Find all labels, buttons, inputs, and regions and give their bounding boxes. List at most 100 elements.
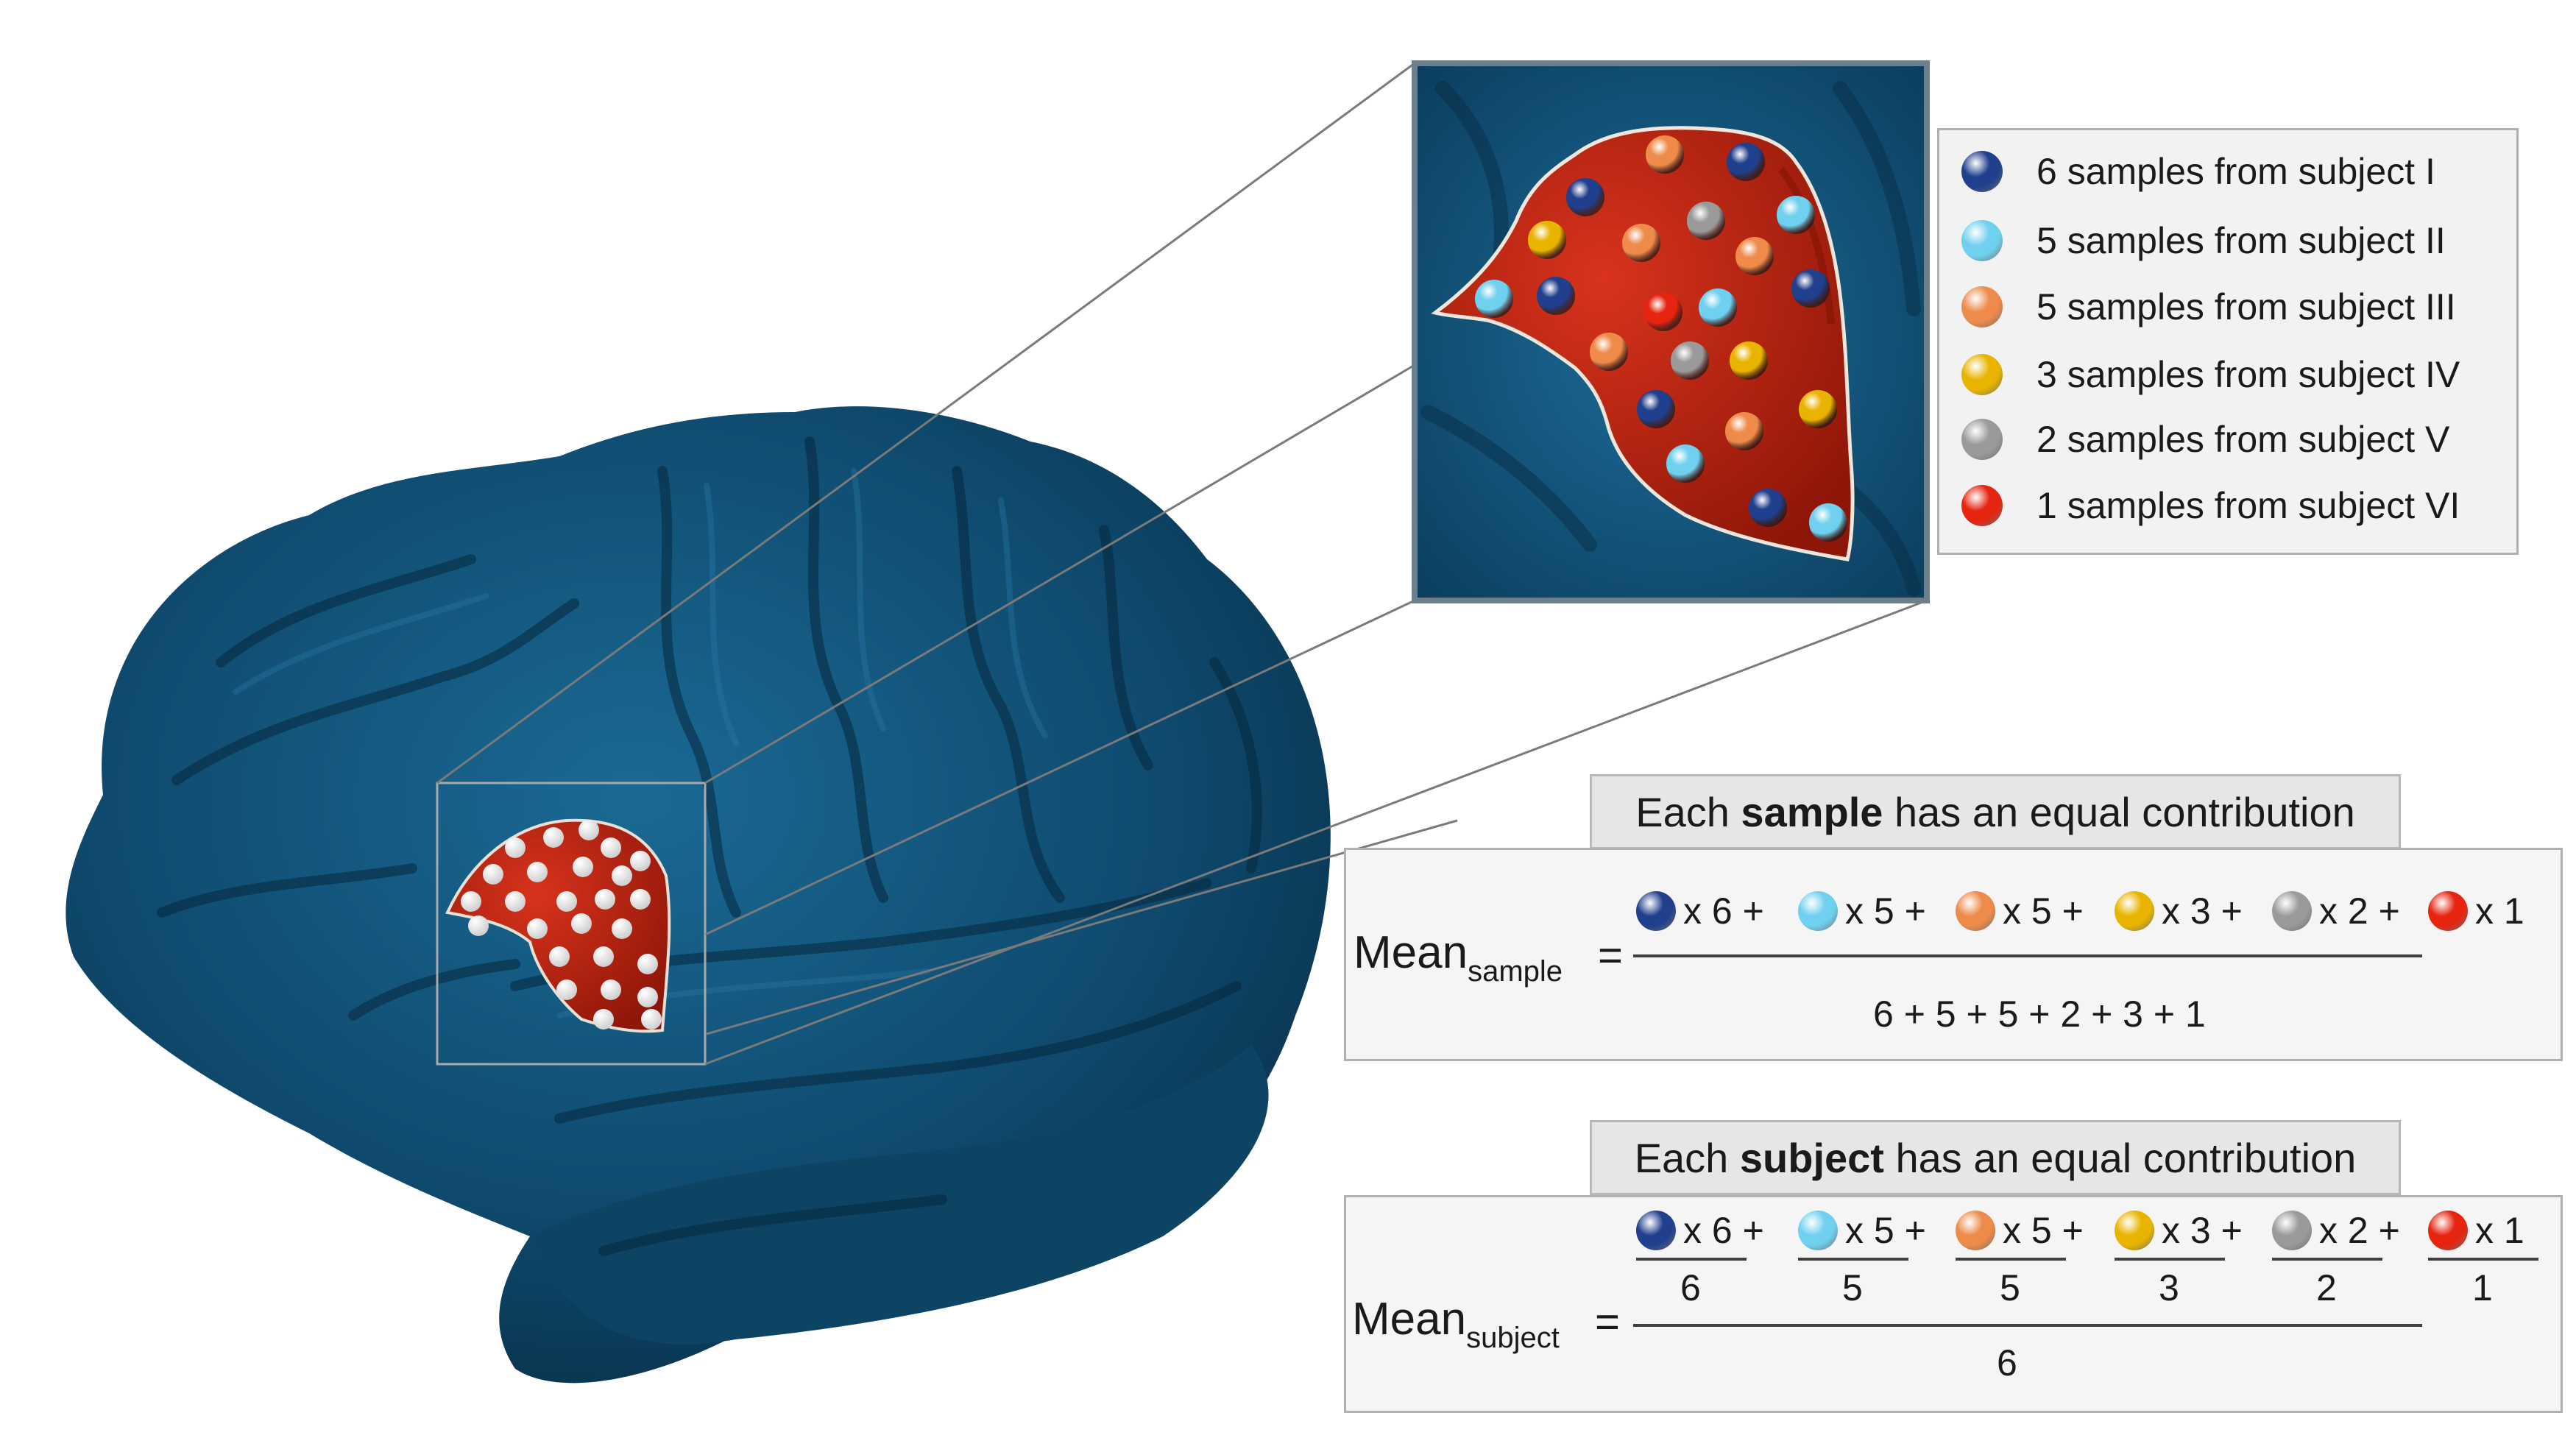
sample-dot — [505, 891, 526, 912]
fraction-line — [1633, 1324, 2422, 1327]
sphere-icon — [2428, 1211, 2468, 1250]
sample-dot — [641, 1009, 662, 1030]
sample-sphere — [1799, 390, 1837, 428]
sphere-icon — [1798, 1211, 1838, 1250]
sample-sphere — [1644, 293, 1682, 331]
legend-label: 1 samples from subject VI — [2037, 485, 2460, 526]
term-2: x 5 + — [1798, 890, 1926, 932]
subject-heading: Each subject has an equal contribution — [1590, 1120, 2401, 1195]
sub-fraction-line — [1798, 1258, 1908, 1261]
term-5: x 2 + — [2272, 890, 2400, 932]
sample-dot — [630, 851, 651, 871]
sample-dot — [556, 891, 577, 912]
subject-heading-bold: subject — [1739, 1134, 1884, 1181]
sub-fraction-line — [1956, 1258, 2066, 1261]
term-1: x 6 + — [1636, 890, 1764, 932]
sphere-icon — [1798, 891, 1838, 931]
sphere-icon — [2115, 1211, 2154, 1250]
term-6: x 1 — [2428, 1209, 2524, 1252]
sample-dot — [595, 889, 615, 910]
term-3: x 5 + — [1956, 890, 2084, 932]
equals-sign: = — [1598, 932, 1623, 979]
sample-sphere — [1622, 224, 1660, 262]
subject-heading-post: has an equal contribution — [1883, 1134, 2357, 1181]
mean-label-text: Mean — [1354, 927, 1468, 978]
term-text: x 2 + — [2319, 1210, 2400, 1251]
sample-dot — [483, 864, 503, 885]
term-1: x 6 + — [1636, 1209, 1764, 1252]
sample-dot — [573, 857, 593, 877]
mean-subject-label: Meansubject — [1352, 1293, 1560, 1355]
legend-label: 2 samples from subject V — [2037, 419, 2450, 460]
sample-dot — [601, 837, 621, 858]
term-text: x 3 + — [2162, 1210, 2243, 1251]
equals-sign: = — [1595, 1298, 1620, 1346]
sample-dot — [505, 837, 526, 858]
sphere-icon — [1961, 151, 2003, 192]
sub-fraction-line — [1636, 1258, 1747, 1261]
zoom-sample-dots — [1475, 135, 1847, 542]
term-text: x 6 + — [1683, 890, 1764, 932]
term-3: x 5 + — [1956, 1209, 2084, 1252]
sample-dot — [593, 946, 614, 967]
mean-label-text: Mean — [1352, 1294, 1467, 1345]
sample-sphere — [1637, 390, 1675, 428]
term-6: x 1 — [2428, 890, 2524, 932]
sample-sphere — [1475, 280, 1513, 318]
sample-sphere — [1528, 221, 1566, 259]
term-text: x 1 — [2475, 1210, 2524, 1251]
legend-item-subject-5: 2 samples from subject V — [1961, 410, 2449, 469]
sphere-icon — [1961, 419, 2003, 460]
sample-dot — [549, 946, 570, 967]
legend-item-subject-6: 1 samples from subject VI — [1961, 476, 2460, 535]
sub-denominator: 5 — [2000, 1267, 2020, 1308]
mean-subscript: sample — [1468, 955, 1563, 988]
sample-heading-bold: sample — [1741, 788, 1883, 835]
sphere-icon — [1961, 286, 2003, 327]
sample-sphere — [1646, 135, 1684, 174]
sample-sphere — [1566, 178, 1604, 216]
mean-sample-label: Meansample — [1354, 927, 1563, 988]
sphere-icon — [2272, 1211, 2312, 1250]
sub-denominator: 5 — [1842, 1267, 1863, 1308]
legend-item-subject-2: 5 samples from subject II — [1961, 211, 2446, 270]
sample-sphere — [1749, 489, 1787, 527]
term-5: x 2 + — [2272, 1209, 2400, 1252]
term-text: x 5 + — [2003, 1210, 2084, 1251]
term-text: x 3 + — [2162, 890, 2243, 932]
term-text: x 5 + — [1845, 890, 1926, 932]
sample-dot — [637, 987, 658, 1007]
sample-dot — [630, 889, 651, 910]
sample-sphere — [1725, 412, 1763, 450]
brain-sample-dots — [461, 820, 662, 1030]
sample-heading: Each sample has an equal contribution — [1590, 774, 2401, 849]
subject-formula-box: Meansubject = x 6 + 6 x 5 + 5 x 5 + 5 x 3 + 3 x … — [1344, 1195, 2563, 1413]
term-4: x 3 + — [2115, 1209, 2243, 1252]
sphere-icon — [1961, 354, 2003, 395]
legend-label: 5 samples from subject II — [2037, 220, 2446, 261]
sub-denominator: 6 — [1680, 1267, 1701, 1308]
sphere-icon — [1961, 220, 2003, 261]
legend-label: 3 samples from subject IV — [2037, 354, 2460, 395]
sphere-icon — [1636, 891, 1676, 931]
legend-item-subject-1: 6 samples from subject I — [1961, 142, 2435, 201]
sample-sphere — [1809, 503, 1847, 542]
sample-sphere — [1791, 269, 1830, 308]
sample-sphere — [1666, 444, 1705, 483]
sample-sphere — [1699, 288, 1737, 327]
sphere-icon — [1961, 485, 2003, 526]
sample-dot — [468, 915, 489, 936]
sample-formula-box: Meansample = x 6 + x 5 + x 5 + x 3 + x 2 + x … — [1344, 848, 2563, 1061]
term-text: x 2 + — [2319, 890, 2400, 932]
sphere-icon — [1956, 1211, 1995, 1250]
sample-sphere — [1590, 333, 1628, 371]
sample-dot — [527, 918, 548, 939]
brain-surface — [66, 406, 1331, 1384]
sample-dot — [612, 865, 632, 886]
term-4: x 3 + — [2115, 890, 2243, 932]
small-selection-box — [436, 782, 707, 1066]
sample-sphere — [1537, 277, 1575, 315]
legend-item-subject-3: 5 samples from subject III — [1961, 277, 2456, 336]
sample-dot — [571, 913, 592, 934]
